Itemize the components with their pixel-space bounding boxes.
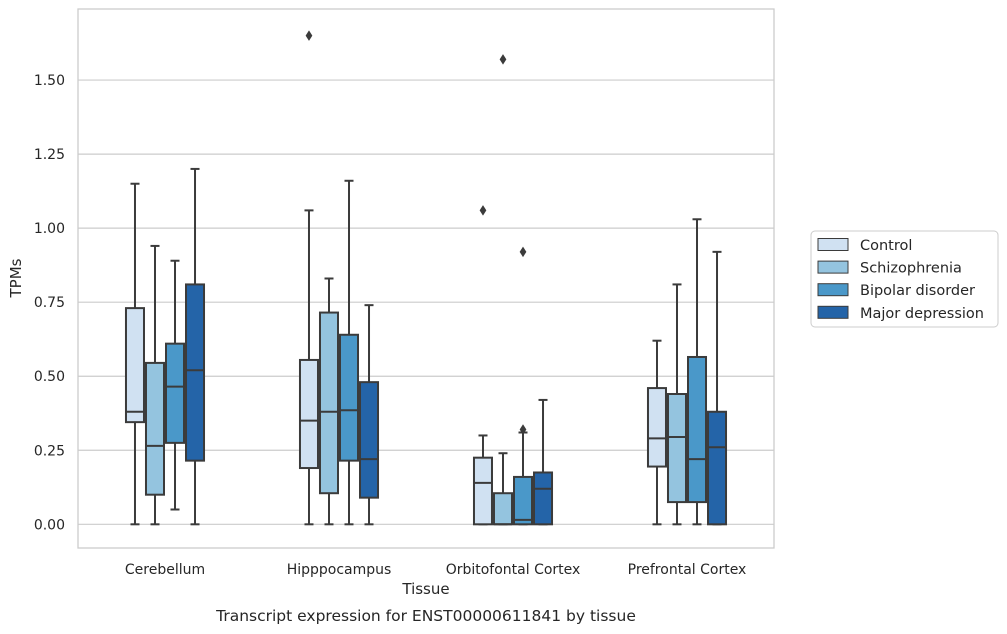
outlier-point	[499, 54, 507, 65]
box-schizophrenia	[144, 244, 166, 526]
y-tick-label: 1.00	[34, 221, 65, 237]
y-tick-label: 1.50	[34, 73, 65, 89]
x-tick-labels: Cerebellum Hipppocampus Orbitofontal Corte…	[125, 562, 746, 578]
plot-frame	[77, 8, 775, 549]
legend-swatch	[817, 305, 849, 319]
x-tick-label: Orbitofontal Cortex	[446, 562, 581, 578]
x-tick-label: Hipppocampus	[287, 562, 392, 578]
iqr-box	[472, 456, 493, 526]
legend-swatch	[817, 260, 849, 274]
box-schizophrenia	[318, 277, 339, 526]
y-tick-label: 0.00	[34, 517, 65, 533]
y-tick-label: 0.25	[34, 443, 65, 459]
iqr-box	[318, 311, 339, 495]
box-schizophrenia	[666, 283, 687, 526]
box-control	[646, 339, 667, 526]
iqr-box	[687, 355, 708, 504]
outlier-point	[519, 246, 527, 258]
iqr-box	[359, 381, 380, 499]
x-axis-title: Tissue	[401, 580, 449, 598]
iqr-box	[707, 410, 728, 526]
iqr-box	[298, 358, 319, 470]
legend-label: Major depression	[860, 306, 984, 322]
legend-swatch	[817, 283, 849, 297]
box-major-depression	[707, 250, 728, 526]
y-axis-title: TPMs	[7, 258, 25, 298]
iqr-box	[666, 393, 687, 504]
box-bipolar-disorder	[339, 179, 360, 526]
box-major-depression	[533, 398, 554, 526]
iqr-box	[533, 471, 554, 526]
legend-label: Control	[860, 238, 912, 254]
x-tick-label: Prefrontal Cortex	[628, 562, 747, 578]
iqr-box	[185, 283, 206, 462]
y-tick-label: 0.50	[34, 369, 65, 385]
box-bipolar-disorder	[165, 259, 186, 511]
box-major-depression	[185, 167, 206, 526]
outlier-point	[519, 424, 527, 435]
box-major-depression	[359, 304, 380, 526]
outlier-point	[305, 30, 313, 41]
y-tick-label: 0.75	[34, 295, 65, 311]
box-bipolar-disorder	[513, 246, 534, 526]
box-groups	[124, 30, 728, 526]
y-tick-labels: 0.00 0.25 0.50 0.75 1.00 1.25 1.50	[34, 73, 65, 533]
outlier-point	[479, 205, 487, 216]
y-tick-label: 1.25	[34, 147, 65, 163]
box-control	[124, 182, 145, 526]
legend-frame	[810, 230, 999, 328]
x-tick-label: Cerebellum	[125, 562, 205, 578]
iqr-box	[165, 342, 186, 444]
iqr-box	[513, 475, 534, 526]
iqr-box	[646, 387, 667, 468]
iqr-box	[124, 307, 145, 424]
box-control	[298, 30, 319, 526]
legend-label: Schizophrenia	[860, 261, 962, 277]
box-schizophrenia	[492, 54, 513, 526]
legend-label: Bipolar disorder	[860, 283, 975, 299]
box-control	[472, 205, 493, 526]
legend-swatch	[817, 238, 849, 251]
iqr-box	[144, 361, 166, 496]
iqr-box	[492, 492, 513, 526]
chart-caption: Transcript expression for ENST0000061184…	[215, 607, 636, 625]
legend: Control Schizophrenia Bipolar disorder Majo…	[810, 230, 999, 328]
iqr-box	[339, 333, 360, 462]
box-bipolar-disorder	[687, 218, 708, 526]
